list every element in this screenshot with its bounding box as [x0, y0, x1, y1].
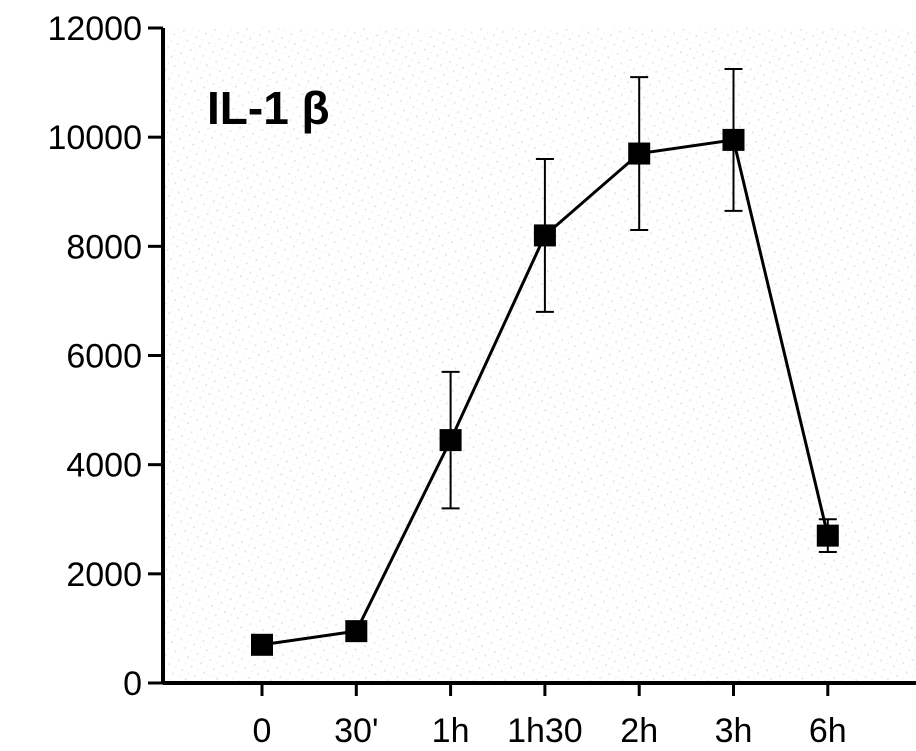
y-axis-ticks: 0 2000 4000 6000 8000 10000 12000	[47, 10, 163, 703]
x-tick-label: 1h	[432, 712, 470, 750]
x-tick-label: 30'	[334, 712, 378, 750]
data-point-marker	[722, 128, 745, 151]
y-tick-label: 2000	[66, 556, 142, 594]
y-tick-label: 12000	[47, 10, 142, 48]
y-tick-label: 4000	[66, 447, 142, 485]
data-point-marker	[251, 633, 273, 656]
y-tick-label: 0	[123, 665, 142, 703]
x-tick-label: 1h30	[507, 712, 583, 750]
data-point-marker	[533, 224, 556, 247]
data-point-marker	[345, 620, 368, 643]
data-point-marker	[439, 429, 462, 452]
y-tick-label: 8000	[66, 228, 142, 266]
x-axis-ticks: 0 30' 1h 1h30 2h 3h 6h	[253, 683, 847, 750]
chart-title: IL-1 β	[207, 82, 330, 134]
data-point-marker	[816, 524, 839, 547]
y-tick-label: 10000	[47, 119, 142, 157]
y-tick-label: 6000	[66, 338, 142, 376]
plot-background	[163, 28, 916, 683]
data-point-marker	[628, 142, 651, 165]
series-layer	[251, 67, 839, 656]
x-tick-label: 6h	[809, 712, 847, 750]
x-tick-label: 0	[253, 712, 272, 750]
x-tick-label: 2h	[620, 712, 658, 750]
x-tick-label: 3h	[715, 712, 753, 750]
